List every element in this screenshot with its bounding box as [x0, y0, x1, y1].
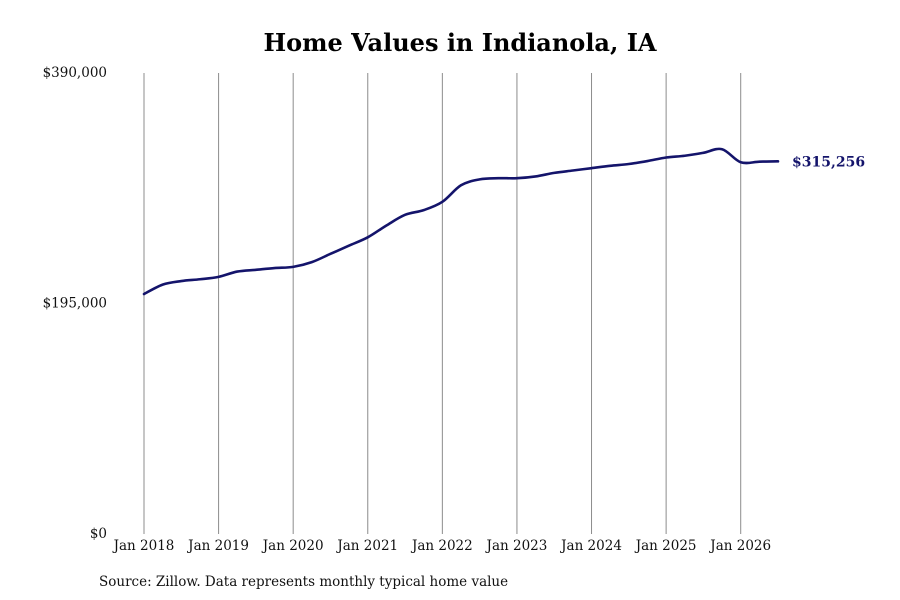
y-tick-label: $0 — [90, 526, 107, 542]
x-tick-label: Jan 2023 — [485, 538, 548, 554]
x-tick-label: Jan 2019 — [186, 538, 249, 554]
x-tick-label: Jan 2024 — [559, 538, 622, 554]
home-value-series-line — [142, 147, 780, 296]
x-tick-label: Jan 2021 — [335, 538, 398, 554]
x-tick-label: Jan 2020 — [261, 538, 324, 554]
x-tick-label: Jan 2026 — [708, 538, 771, 554]
y-tick-label: $195,000 — [43, 296, 107, 312]
chart-title: Home Values in Indianola, IA — [263, 28, 656, 57]
x-axis-tick-labels: Jan 2018 Jan 2019 Jan 2020 Jan 2021 Jan 2022… — [112, 538, 772, 554]
x-tick-label: Jan 2025 — [634, 538, 697, 554]
y-axis-tick-labels: $0 $195,000 $390,000 — [43, 65, 107, 542]
series-end-value-label: $315,256 — [792, 154, 865, 170]
y-tick-label: $390,000 — [43, 65, 107, 81]
x-tick-label: Jan 2022 — [410, 538, 473, 554]
gridlines — [143, 73, 742, 534]
source-note: Source: Zillow. Data represents monthly … — [99, 574, 508, 590]
x-tick-label: Jan 2018 — [112, 538, 175, 554]
